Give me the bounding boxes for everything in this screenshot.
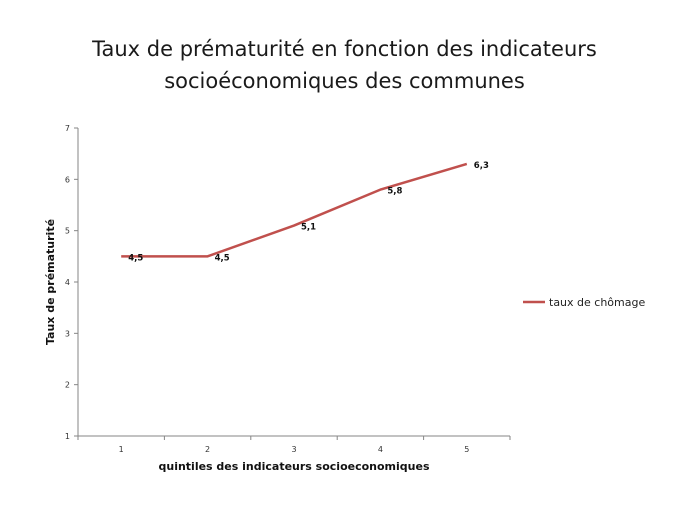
data-label: 6,3 — [474, 161, 489, 171]
data-label: 5,1 — [301, 223, 316, 233]
y-tick-label: 7 — [65, 124, 70, 133]
y-tick-label: 5 — [65, 227, 70, 236]
y-tick-label: 6 — [65, 175, 70, 184]
y-tick-label: 2 — [65, 381, 70, 390]
data-label: 4,5 — [128, 253, 143, 263]
tick-labels: 1 2 3 4 5 6 7 1 2 3 4 5 — [65, 124, 469, 454]
data-label: 4,5 — [215, 253, 230, 263]
x-tick-label: 2 — [205, 445, 210, 454]
series-line — [121, 162, 468, 258]
y-tick-label: 1 — [65, 432, 70, 441]
y-tick-label: 3 — [65, 329, 70, 338]
legend-label: taux de chômage — [549, 296, 645, 309]
x-axis-title: quintiles des indicateurs socioeconomiqu… — [158, 460, 429, 473]
axes — [74, 127, 511, 440]
y-tick-label: 4 — [65, 278, 70, 287]
x-tick-label: 5 — [464, 445, 469, 454]
x-tick-label: 3 — [291, 445, 296, 454]
x-tick-label: 1 — [119, 445, 124, 454]
plot-series — [121, 162, 468, 258]
data-labels: 4,5 4,5 5,1 5,8 6,3 — [128, 161, 489, 263]
y-axis-title: Taux de prématurité — [44, 219, 57, 345]
data-label: 5,8 — [387, 187, 402, 197]
chart-title-line-2: socioéconomiques des communes — [164, 69, 525, 93]
legend: taux de chômage — [523, 296, 645, 309]
chart-title-line-1: Taux de prématurité en fonction des indi… — [92, 37, 597, 61]
x-tick-label: 4 — [378, 445, 383, 454]
